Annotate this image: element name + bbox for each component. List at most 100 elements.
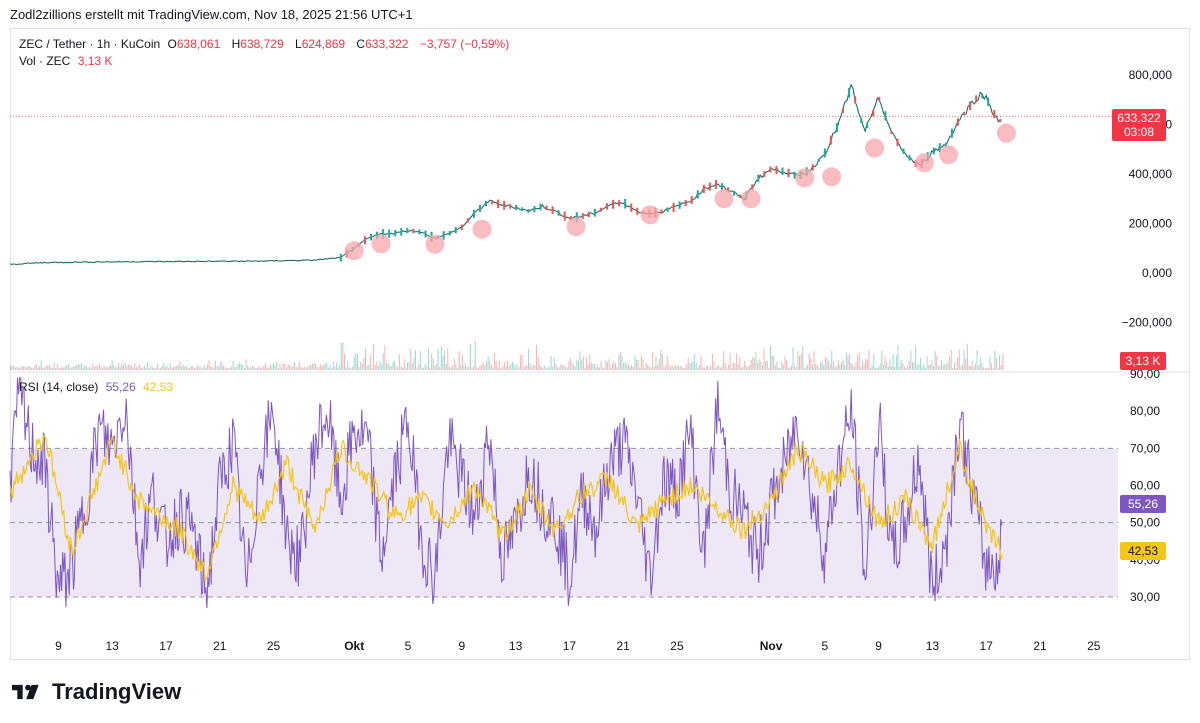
- volume-bar: [97, 366, 99, 370]
- volume-bar: [98, 363, 100, 370]
- volume-bar: [526, 365, 528, 370]
- volume-bar: [818, 367, 820, 370]
- volume-bar: [518, 367, 520, 370]
- high-label: H: [231, 37, 241, 51]
- volume-bar: [116, 367, 118, 370]
- volume-bar: [681, 366, 683, 370]
- volume-bar: [952, 367, 954, 370]
- volume-bar: [387, 363, 389, 370]
- volume-bar: [648, 366, 650, 370]
- volume-bar: [652, 352, 654, 370]
- volume-bar: [774, 364, 776, 370]
- volume-bar: [377, 365, 379, 370]
- volume-label[interactable]: Vol · ZEC: [19, 54, 71, 68]
- volume-bar: [884, 356, 886, 370]
- volume-bar: [279, 363, 281, 370]
- volume-bar: [855, 362, 857, 370]
- volume-bar: [953, 362, 955, 370]
- brand-name: TradingView: [52, 679, 182, 704]
- volume-bar: [71, 367, 73, 370]
- volume-bar: [148, 367, 150, 370]
- volume-bar: [571, 361, 573, 370]
- volume-bar: [910, 350, 912, 370]
- high-value: 638,729: [240, 37, 284, 51]
- volume-bar: [197, 365, 199, 370]
- volume-bar: [219, 362, 221, 370]
- volume-bar: [894, 366, 896, 370]
- buy-marker: [371, 234, 391, 254]
- buy-marker: [822, 167, 842, 187]
- volume-bar: [319, 363, 321, 370]
- volume-bar: [794, 366, 796, 370]
- rsi-label[interactable]: RSI (14, close): [19, 380, 99, 394]
- volume-bar: [143, 365, 145, 370]
- volume-bar: [239, 362, 241, 370]
- volume-bar: [358, 367, 360, 370]
- volume-bar: [282, 362, 284, 370]
- volume-bar: [461, 354, 463, 370]
- volume-bar: [177, 365, 179, 370]
- volume-bar: [723, 350, 725, 370]
- candle: [993, 109, 996, 119]
- volume-bar: [487, 355, 489, 370]
- rsi-value-tag: 55,26: [1120, 495, 1166, 513]
- volume-bar: [342, 342, 344, 370]
- volume-bar: [527, 348, 529, 370]
- volume-bar: [534, 365, 536, 370]
- volume-bar: [566, 367, 568, 370]
- symbol-name[interactable]: ZEC / Tether · 1h · KuCoin: [19, 37, 161, 51]
- time-tick-label: 9: [458, 639, 465, 653]
- volume-bar: [936, 355, 938, 370]
- volume-bar: [565, 366, 567, 370]
- volume-bar: [63, 367, 65, 370]
- volume-bar: [155, 367, 157, 370]
- brand[interactable]: TradingView: [12, 679, 181, 705]
- volume-bar: [640, 354, 642, 370]
- buy-marker: [914, 153, 934, 173]
- volume-bar: [124, 362, 126, 370]
- volume-bar: [789, 367, 791, 370]
- volume-bar: [503, 361, 505, 370]
- chart-frame[interactable]: [10, 28, 1190, 660]
- volume-bar: [745, 365, 747, 370]
- volume-bar: [24, 366, 26, 370]
- volume-bar: [498, 361, 500, 370]
- volume-bar: [293, 361, 295, 370]
- volume-bar: [784, 356, 786, 370]
- volume-bar: [753, 357, 755, 370]
- volume-bar: [231, 366, 233, 370]
- volume-bar: [913, 362, 915, 370]
- volume-bar: [763, 347, 765, 370]
- volume-bar: [561, 364, 563, 370]
- volume-bar: [752, 356, 754, 370]
- volume-bar: [19, 367, 21, 370]
- candle: [987, 97, 990, 106]
- volume-bar: [808, 353, 810, 370]
- volume-bar: [32, 367, 34, 370]
- price-tick-label: 400,000: [1129, 167, 1173, 181]
- volume-bar: [779, 367, 781, 370]
- volume-bar: [406, 362, 408, 370]
- candle: [975, 95, 978, 102]
- volume-bar: [928, 364, 930, 370]
- volume-bar: [76, 365, 78, 370]
- candle: [690, 195, 693, 204]
- time-tick-label: 9: [55, 639, 62, 653]
- rsi-legend: RSI (14, close) 55,26 42,53: [19, 380, 177, 394]
- volume-bar: [132, 367, 134, 370]
- volume-bar: [669, 366, 671, 370]
- volume-bar: [724, 362, 726, 370]
- volume-bar: [976, 350, 978, 370]
- volume-bar: [345, 367, 347, 370]
- volume-bar: [129, 364, 131, 370]
- volume-bar: [718, 365, 720, 370]
- volume-bar: [400, 366, 402, 370]
- volume-bar: [926, 355, 928, 370]
- volume-bar: [448, 366, 450, 370]
- volume-bar: [210, 366, 212, 370]
- volume-bar: [198, 366, 200, 370]
- volume-bar: [305, 367, 307, 370]
- volume-bar: [786, 360, 788, 370]
- volume-bar: [492, 367, 494, 370]
